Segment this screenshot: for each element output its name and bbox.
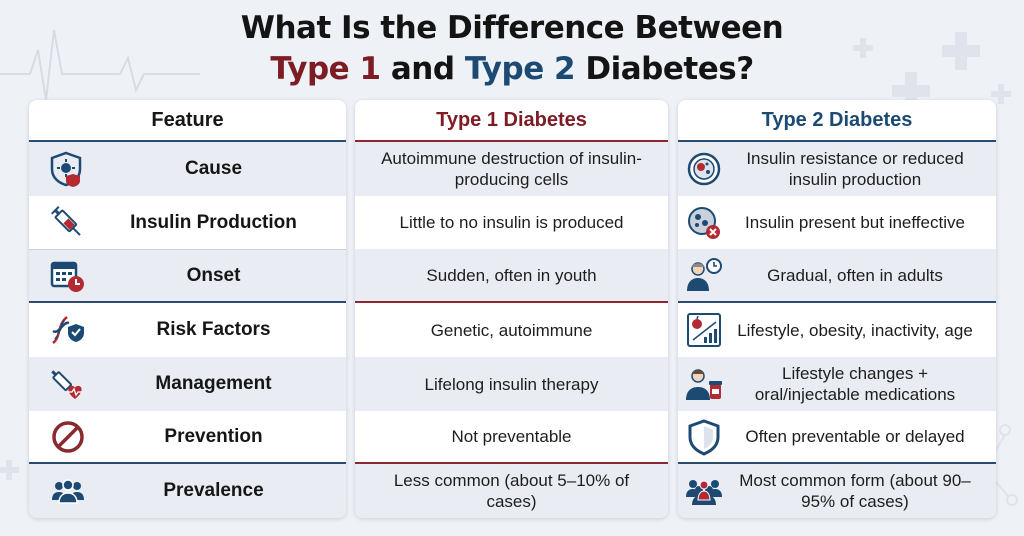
type1-header: Type 1 Diabetes xyxy=(355,100,668,142)
type2-header: Type 2 Diabetes xyxy=(678,100,996,142)
type2-cell-management: Lifestyle changes + oral/injectable medi… xyxy=(678,357,996,411)
feature-label-onset: Onset xyxy=(186,264,241,286)
shield-icon xyxy=(684,417,724,457)
section-divider xyxy=(29,462,346,464)
syringe-heart-icon xyxy=(49,365,87,403)
section-divider xyxy=(29,301,346,303)
type2-cell-prevalence: Most common form (about 90–95% of cases) xyxy=(678,464,996,518)
section-divider xyxy=(678,301,996,303)
feature-row-prevalence: Prevalence xyxy=(29,464,346,518)
type2-text-prevention: Often preventable or delayed xyxy=(745,427,965,446)
group-icon xyxy=(49,472,87,510)
row-divider xyxy=(29,249,346,250)
section-divider xyxy=(355,462,668,464)
feature-column: Feature Cause Insulin Production Onset R… xyxy=(29,100,346,518)
type2-text-insulin-production: Insulin present but ineffective xyxy=(745,213,965,232)
type1-cell-prevention: Not preventable xyxy=(355,411,668,462)
title-type2: Type 2 xyxy=(464,51,576,87)
feature-row-risk-factors: Risk Factors xyxy=(29,303,346,357)
type2-cell-risk-factors: Lifestyle, obesity, inactivity, age xyxy=(678,303,996,357)
type1-text-management: Lifelong insulin therapy xyxy=(424,374,599,394)
type1-text-risk-factors: Genetic, autoimmune xyxy=(430,320,593,340)
person-pills-icon xyxy=(684,364,724,404)
calendar-clock-icon xyxy=(49,257,87,295)
type1-text-insulin-production: Little to no insulin is produced xyxy=(399,213,624,232)
type1-text-prevention: Not preventable xyxy=(451,427,572,446)
type1-cell-risk-factors: Genetic, autoimmune xyxy=(355,303,668,357)
feature-row-cause: Cause xyxy=(29,142,346,196)
type2-text-prevalence: Most common form (about 90–95% of cases) xyxy=(739,471,971,511)
title-line-2: Type 1 and Type 2 Diabetes? xyxy=(0,49,1024,90)
feature-row-prevention: Prevention xyxy=(29,411,346,462)
feature-label-risk-factors: Risk Factors xyxy=(156,319,271,340)
type2-column: Type 2 Diabetes Insulin resistance or re… xyxy=(678,100,996,518)
syringe-icon xyxy=(49,204,87,242)
prohibited-icon xyxy=(49,418,87,456)
type2-text-cause: Insulin resistance or reduced insulin pr… xyxy=(746,149,964,189)
feature-label-management: Management xyxy=(155,373,272,394)
feature-label-cause: Cause xyxy=(184,158,243,179)
type1-text-onset: Sudden, often in youth xyxy=(426,265,597,285)
feature-label-insulin-production: Insulin Production xyxy=(130,211,297,233)
dna-shield-icon xyxy=(49,311,87,349)
type1-cell-onset: Sudden, often in youth xyxy=(355,249,668,301)
type1-cell-insulin-production: Little to no insulin is produced xyxy=(355,196,668,249)
type2-text-onset: Gradual, often in adults xyxy=(767,265,943,285)
type2-cell-prevention: Often preventable or delayed xyxy=(678,411,996,462)
feature-label-prevention: Prevention xyxy=(164,425,263,447)
type2-cell-onset: Gradual, often in adults xyxy=(678,249,996,301)
feature-row-onset: Onset xyxy=(29,250,346,301)
page-title: What Is the Difference Between Type 1 an… xyxy=(0,8,1024,90)
type1-cell-management: Lifelong insulin therapy xyxy=(355,357,668,411)
title-line-1: What Is the Difference Between xyxy=(240,10,784,46)
cell-icon xyxy=(684,149,724,189)
type1-cell-prevalence: Less common (about 5–10% of cases) xyxy=(355,464,668,518)
type1-text-cause: Autoimmune destruction of insulin-produc… xyxy=(381,149,642,189)
title-diabetes: Diabetes? xyxy=(575,51,754,87)
type2-text-risk-factors: Lifestyle, obesity, inactivity, age xyxy=(737,320,973,340)
type2-text-management: Lifestyle changes + oral/injectable medi… xyxy=(754,364,956,404)
apple-chart-icon xyxy=(684,310,724,350)
title-and: and xyxy=(380,51,465,87)
type1-text-prevalence: Less common (about 5–10% of cases) xyxy=(393,471,630,511)
feature-label-prevalence: Prevalence xyxy=(163,480,264,501)
feature-row-management: Management xyxy=(29,357,346,411)
type2-cell-insulin-production: Insulin present but ineffective xyxy=(678,196,996,249)
virus-shield-icon xyxy=(49,150,87,188)
crowd-icon xyxy=(684,471,724,511)
feature-header: Feature xyxy=(29,100,346,142)
feature-row-insulin-production: Insulin Production xyxy=(29,196,346,249)
blocked-cell-icon xyxy=(684,203,724,243)
type2-cell-cause: Insulin resistance or reduced insulin pr… xyxy=(678,142,996,196)
section-divider xyxy=(678,462,996,464)
section-divider xyxy=(355,301,668,303)
title-type1: Type 1 xyxy=(270,51,381,87)
person-clock-icon xyxy=(684,255,724,295)
type1-cell-cause: Autoimmune destruction of insulin-produc… xyxy=(355,142,668,196)
type1-column: Type 1 Diabetes Autoimmune destruction o… xyxy=(355,100,668,518)
